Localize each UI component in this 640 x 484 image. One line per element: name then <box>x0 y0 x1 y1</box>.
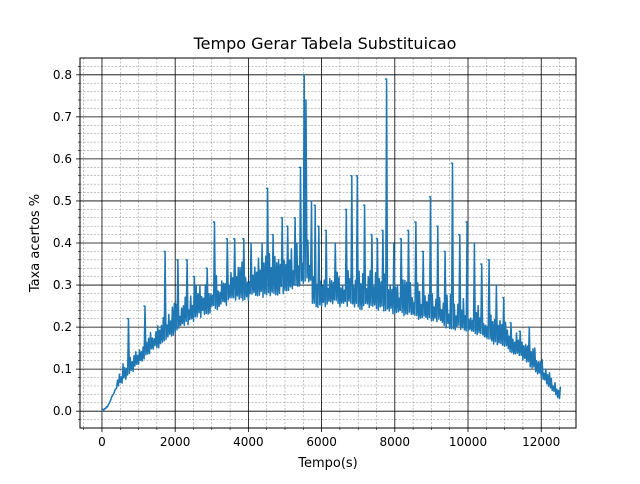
series-peak-point <box>534 359 537 362</box>
series-peak-point <box>163 250 165 253</box>
series-peak-point <box>293 216 295 219</box>
series-peak-point <box>324 229 327 232</box>
x-tick-label: 2000 <box>160 435 191 449</box>
x-tick-label: 12000 <box>522 435 560 449</box>
series-peak-point <box>458 233 460 236</box>
series-peak-point <box>298 166 301 169</box>
series-layer <box>101 74 562 412</box>
x-tick-label: 10000 <box>449 435 487 449</box>
series-peak-point <box>126 317 129 320</box>
y-tick-label: 0.6 <box>53 152 72 166</box>
x-tick-label: 0 <box>98 435 106 449</box>
series-peak-point <box>494 284 497 286</box>
series-peak-point <box>480 263 482 265</box>
series-peak-point <box>212 221 215 223</box>
y-axis: 0.0 0.1 0.2 0.3 0.4 0.5 0.6 0.7 0.8 <box>53 66 80 420</box>
series-peak-point <box>542 372 544 375</box>
series-peak-point <box>414 221 416 223</box>
series-peak-point <box>384 78 387 80</box>
series-peak-point <box>370 233 372 236</box>
series-peak-point <box>355 174 358 177</box>
series-peak-point <box>302 74 305 76</box>
series-peak-point <box>176 259 178 261</box>
series-peak-point <box>436 225 438 227</box>
x-axis: 0 2000 4000 6000 8000 10000 12000 <box>83 428 560 449</box>
x-tick-label: 6000 <box>306 435 337 449</box>
series-peak-point <box>143 305 145 307</box>
y-tick-label: 0.8 <box>53 68 72 82</box>
chart-title: Tempo Gerar Tabela Substituicao <box>193 34 457 53</box>
series-line <box>101 74 562 412</box>
series-peak-point <box>450 162 453 164</box>
series-peak-point <box>232 237 235 240</box>
y-tick-label: 0.1 <box>53 362 72 376</box>
series-peak-point <box>271 233 273 236</box>
series-peak-point <box>443 250 446 253</box>
series-peak-point <box>249 242 252 244</box>
y-tick-label: 0.5 <box>53 194 72 208</box>
series-peak-point <box>527 326 530 328</box>
series-peak-point <box>260 242 262 244</box>
series-peak-point <box>465 221 467 223</box>
series-peak-point <box>487 259 489 261</box>
series-peak-point <box>350 174 352 177</box>
series-peak-point <box>501 296 504 299</box>
series-peak-point <box>205 267 208 270</box>
series-peak-point <box>313 204 316 206</box>
major-grid <box>80 58 576 428</box>
series-peak-point <box>309 200 312 202</box>
series-peak-point <box>192 275 195 278</box>
minor-grid <box>80 58 576 428</box>
y-tick-label: 0.0 <box>53 404 72 418</box>
series-peak-point <box>381 229 383 232</box>
y-tick-label: 0.3 <box>53 278 72 292</box>
series-peak-point <box>406 229 409 232</box>
x-tick-label: 4000 <box>233 435 264 449</box>
series-peak-point <box>362 204 365 206</box>
series-peak-point <box>333 242 336 244</box>
series-peak-point <box>518 330 521 333</box>
series-peak-point <box>242 237 244 240</box>
series-peak-point <box>344 208 347 211</box>
y-tick-label: 0.2 <box>53 320 72 334</box>
series-peak-point <box>551 385 554 387</box>
series-peak-point <box>317 225 319 227</box>
series-peak-point <box>428 195 431 198</box>
series-peak-point <box>375 237 378 240</box>
series-peak-point <box>280 216 283 219</box>
series-peak-point <box>225 237 228 240</box>
series-peak-point <box>421 250 424 253</box>
x-tick-label: 8000 <box>380 435 411 449</box>
series-peak-point <box>392 242 394 244</box>
series-peak-point <box>472 242 475 244</box>
y-axis-label: Taxa acertos % <box>28 194 43 293</box>
series-peak-point <box>399 237 402 240</box>
series-peak-point <box>265 187 268 190</box>
y-tick-label: 0.4 <box>53 236 72 250</box>
series-peak-point <box>185 259 187 261</box>
series-peak-point <box>286 225 288 227</box>
series-peak-point <box>509 322 511 324</box>
series-peak-point <box>303 99 306 101</box>
x-axis-label: Tempo(s) <box>297 456 358 471</box>
y-tick-label: 0.7 <box>53 110 72 124</box>
